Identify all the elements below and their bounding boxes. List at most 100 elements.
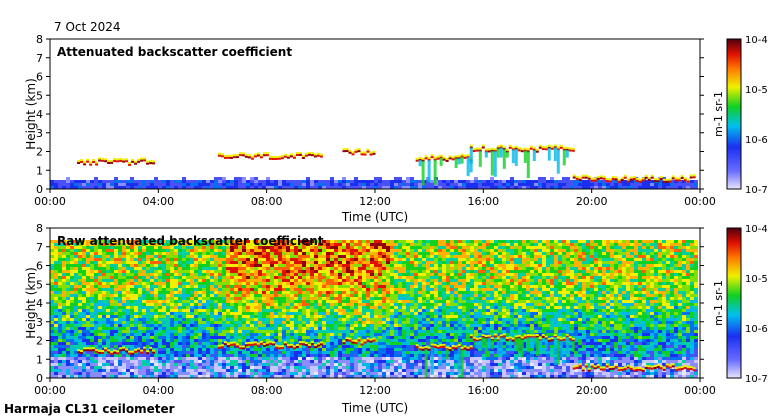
heatmap-cell bbox=[70, 303, 74, 306]
heatmap-cell bbox=[490, 183, 494, 186]
heatmap-cell bbox=[70, 327, 74, 330]
cloud-layer-cell bbox=[298, 153, 302, 156]
heatmap-cell bbox=[130, 336, 134, 339]
heatmap-cell bbox=[274, 279, 278, 282]
heatmap-cell bbox=[346, 375, 350, 378]
heatmap-cell bbox=[86, 279, 90, 282]
heatmap-cell bbox=[258, 294, 262, 297]
heatmap-cell bbox=[338, 327, 342, 330]
heatmap-cell bbox=[238, 300, 242, 303]
heatmap-cell bbox=[398, 261, 402, 264]
heatmap-cell bbox=[334, 318, 338, 321]
heatmap-cell bbox=[330, 183, 334, 186]
heatmap-cell bbox=[294, 180, 298, 183]
heatmap-cell bbox=[114, 348, 118, 351]
heatmap-cell bbox=[242, 264, 246, 267]
x-tick-label: 04:00 bbox=[142, 195, 174, 208]
heatmap-cell bbox=[266, 276, 270, 279]
heatmap-cell bbox=[102, 327, 106, 330]
heatmap-cell bbox=[330, 309, 334, 312]
heatmap-cell bbox=[334, 180, 338, 183]
heatmap-cell bbox=[138, 267, 142, 270]
heatmap-cell bbox=[98, 270, 102, 273]
heatmap-cell bbox=[150, 303, 154, 306]
heatmap-cell bbox=[266, 309, 270, 312]
heatmap-cell bbox=[234, 276, 238, 279]
heatmap-cell bbox=[274, 255, 278, 258]
heatmap-cell bbox=[314, 321, 318, 324]
heatmap-cell bbox=[330, 324, 334, 327]
heatmap-cell bbox=[66, 318, 70, 321]
heatmap-cell bbox=[90, 369, 94, 372]
heatmap-cell bbox=[682, 183, 686, 186]
heatmap-cell bbox=[370, 315, 374, 318]
cloud-layer-cell bbox=[596, 175, 600, 178]
heatmap-cell bbox=[194, 270, 198, 273]
heatmap-cell bbox=[126, 249, 130, 252]
heatmap-cell bbox=[182, 339, 186, 342]
heatmap-cell bbox=[374, 249, 378, 252]
heatmap-cell bbox=[210, 246, 214, 249]
heatmap-cell bbox=[274, 243, 278, 246]
heatmap-cell bbox=[78, 345, 82, 348]
panel-title-1: Attenuated backscatter coefficient bbox=[57, 45, 292, 59]
heatmap-cell bbox=[182, 360, 186, 363]
heatmap-cell bbox=[358, 360, 362, 363]
heatmap-cell bbox=[102, 285, 106, 288]
heatmap-cell bbox=[378, 246, 382, 249]
heatmap-cell bbox=[118, 273, 122, 276]
heatmap-cell bbox=[90, 354, 94, 357]
heatmap-cell bbox=[146, 321, 150, 324]
heatmap-cell bbox=[318, 267, 322, 270]
heatmap-cell bbox=[302, 303, 306, 306]
precipitation-cell bbox=[532, 149, 536, 162]
heatmap-cell bbox=[230, 363, 234, 366]
heatmap-cell bbox=[230, 321, 234, 324]
heatmap-cell bbox=[194, 306, 198, 309]
heatmap-cell bbox=[166, 183, 170, 186]
heatmap-cell bbox=[194, 321, 198, 324]
cloud-layer-cell bbox=[623, 176, 627, 179]
heatmap-cell bbox=[386, 312, 390, 315]
heatmap-cell bbox=[586, 186, 590, 189]
heatmap-cell bbox=[94, 357, 98, 360]
heatmap-cell bbox=[222, 375, 226, 378]
heatmap-cell bbox=[242, 366, 246, 369]
heatmap-cell bbox=[158, 324, 162, 327]
heatmap-cell bbox=[206, 261, 210, 264]
heatmap-cell bbox=[82, 252, 86, 255]
heatmap-cell bbox=[182, 273, 186, 276]
heatmap-cell bbox=[302, 300, 306, 303]
heatmap-cell bbox=[322, 348, 326, 351]
heatmap-cell bbox=[110, 318, 114, 321]
heatmap-cell bbox=[250, 327, 254, 330]
heatmap-cell bbox=[222, 264, 226, 267]
heatmap-cell bbox=[150, 336, 154, 339]
heatmap-cell bbox=[110, 375, 114, 378]
heatmap-cell bbox=[178, 294, 182, 297]
heatmap-cell bbox=[338, 336, 342, 339]
heatmap-cell bbox=[318, 270, 322, 273]
heatmap-cell bbox=[194, 186, 198, 189]
heatmap-cell bbox=[234, 264, 238, 267]
heatmap-cell bbox=[394, 327, 398, 330]
heatmap-cell bbox=[54, 327, 58, 330]
heatmap-cell bbox=[314, 372, 318, 375]
heatmap-cell bbox=[346, 312, 350, 315]
cloud-layer-cell bbox=[499, 144, 503, 147]
heatmap-cell bbox=[110, 243, 114, 246]
heatmap-cell bbox=[190, 183, 194, 186]
heatmap-cell bbox=[326, 309, 330, 312]
cloud-layer-cell bbox=[247, 156, 251, 159]
heatmap-cell bbox=[74, 345, 78, 348]
heatmap-cell bbox=[114, 315, 118, 318]
heatmap-cell bbox=[238, 243, 242, 246]
heatmap-cell bbox=[198, 240, 202, 243]
heatmap-cell bbox=[378, 309, 382, 312]
heatmap-cell bbox=[266, 285, 270, 288]
heatmap-cell bbox=[326, 333, 330, 336]
heatmap-cell bbox=[286, 330, 290, 333]
heatmap-cell bbox=[254, 339, 258, 342]
heatmap-cell bbox=[50, 291, 54, 294]
heatmap-cell bbox=[562, 180, 566, 183]
